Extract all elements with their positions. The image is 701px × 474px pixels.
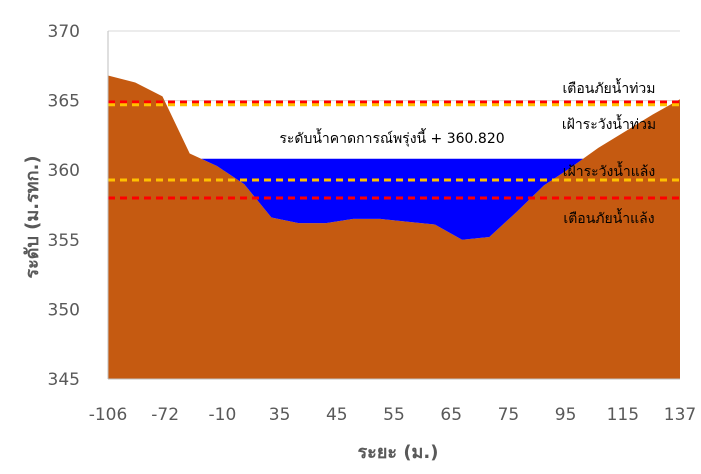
x-tick-label: 75 xyxy=(498,405,520,425)
forecast-water-body xyxy=(201,158,584,240)
y-tick-label: 355 xyxy=(48,231,80,251)
y-tick-label: 360 xyxy=(48,161,80,181)
x-tick-label: 95 xyxy=(555,405,577,425)
y-tick-label: 365 xyxy=(48,92,80,112)
x-tick-label: 137 xyxy=(664,405,696,425)
x-tick-label: -106 xyxy=(89,405,128,425)
threshold-label-flood_warning: เตือนภัยน้ำท่วม xyxy=(562,78,655,97)
ground-profile xyxy=(108,75,680,379)
y-tick-label: 345 xyxy=(48,370,80,390)
threshold-label-flood_watch: เฝ้าระวังน้ำท่วม xyxy=(562,114,656,133)
x-axis-title: ระยะ (ม.) xyxy=(358,442,439,463)
threshold-label-drought_watch: เฝ้าระวังน้ำแล้ง xyxy=(563,161,655,180)
x-tick-label: -72 xyxy=(151,405,179,425)
threshold-labels: เตือนภัยน้ำท่วมเฝ้าระวังน้ำท่วมเฝ้าระวัง… xyxy=(562,78,656,227)
y-axis-title: ระดับ (ม.รทก.) xyxy=(22,155,43,278)
y-tick-label: 370 xyxy=(48,22,80,42)
y-tick-label: 350 xyxy=(48,300,80,320)
threshold-label-drought_warning: เตือนภัยน้ำแล้ง xyxy=(563,208,654,227)
x-tick-labels: -106 -72 -10 35 45 55 65 75 95 115 137 xyxy=(89,405,697,425)
y-tick-labels: 345 350 355 360 365 370 xyxy=(48,22,80,390)
x-tick-label: 55 xyxy=(383,405,405,425)
x-tick-label: 45 xyxy=(326,405,348,425)
forecast-label: ระดับน้ำคาดการณ์พรุ่งนี้ + 360.820 xyxy=(279,128,504,147)
x-tick-label: 65 xyxy=(440,405,462,425)
x-tick-label: -10 xyxy=(209,405,237,425)
x-tick-label: 35 xyxy=(269,405,291,425)
x-tick-label: 115 xyxy=(607,405,639,425)
